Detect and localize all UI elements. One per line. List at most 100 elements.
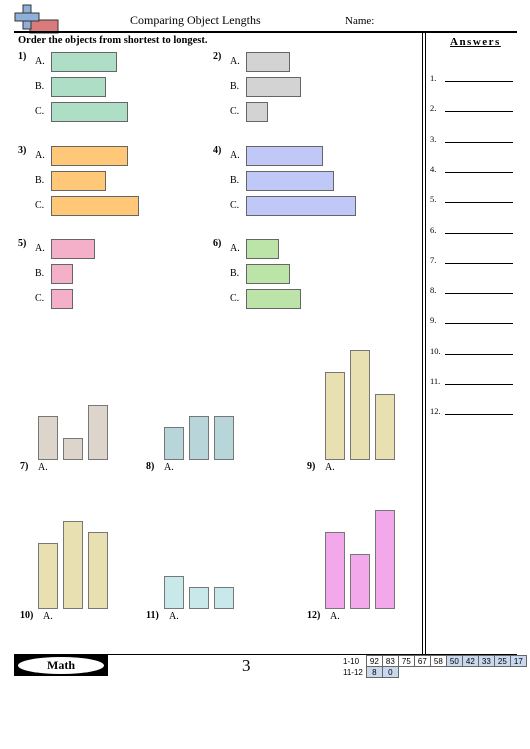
answer-number: 12.	[430, 406, 441, 417]
problem-number: 4)	[213, 145, 222, 156]
length-bar	[51, 77, 106, 97]
length-bar	[51, 196, 139, 216]
option-label: A.	[43, 611, 53, 622]
score-cell: 42	[461, 655, 479, 667]
option-label: C.	[230, 106, 240, 117]
length-bar	[214, 416, 234, 460]
option-label: A.	[230, 243, 240, 254]
problem-number: 3)	[18, 145, 27, 156]
score-cell: 25	[493, 655, 511, 667]
option-label: A.	[230, 150, 240, 161]
option-label: C.	[230, 200, 240, 211]
score-row: 11-12 8 0	[341, 666, 526, 678]
answer-number: 7.	[430, 254, 437, 265]
length-bar	[51, 239, 95, 259]
problem-number: 9)	[307, 461, 316, 472]
footer-divider	[14, 654, 517, 655]
option-label: C.	[230, 293, 240, 304]
answer-line	[445, 323, 513, 325]
subject-label: Math	[18, 657, 104, 674]
score-cell: 83	[381, 655, 399, 667]
option-label: A.	[35, 56, 45, 67]
math-logo	[14, 4, 59, 34]
length-bar	[51, 289, 73, 309]
answer-number: 2.	[430, 103, 437, 114]
answer-line	[445, 141, 513, 143]
answer-number: 11.	[430, 376, 441, 386]
score-row: 1-10 92 83 75 67 58 50 42 33 25 17	[341, 655, 527, 667]
answer-number: 6.	[430, 224, 437, 235]
length-bar	[375, 510, 395, 609]
option-label: B.	[230, 81, 240, 92]
name-label: Name:	[345, 15, 375, 27]
score-cell: 67	[413, 655, 431, 667]
score-cell: 75	[397, 655, 415, 667]
score-cell: 92	[365, 655, 383, 667]
option-label: B.	[35, 81, 45, 92]
answer-number: 1.	[430, 73, 437, 83]
score-cell: 58	[429, 655, 447, 667]
option-label: A.	[38, 462, 48, 473]
length-bar	[350, 350, 370, 460]
answer-column-border	[422, 33, 423, 655]
length-bar	[88, 532, 108, 609]
length-bar	[189, 416, 209, 460]
length-bar	[38, 416, 58, 460]
length-bar	[51, 264, 73, 284]
option-label: A.	[230, 56, 240, 67]
length-bar	[88, 405, 108, 460]
answer-line	[445, 384, 513, 385]
worksheet-title: Comparing Object Lengths	[130, 13, 261, 27]
problem-number: 6)	[213, 238, 222, 249]
length-bar	[189, 587, 209, 609]
length-bar	[246, 239, 279, 259]
option-label: C.	[35, 200, 45, 211]
length-bar	[214, 587, 234, 609]
length-bar	[246, 52, 290, 72]
option-label: A.	[164, 462, 174, 473]
option-label: B.	[230, 175, 240, 186]
answer-column-border-inner	[425, 33, 426, 655]
problem-number: 2)	[213, 51, 222, 62]
length-bar	[325, 532, 345, 609]
score-row-label: 11-12	[343, 667, 363, 677]
length-bar	[51, 52, 117, 72]
length-bar	[51, 102, 128, 122]
problem-number: 11)	[146, 610, 159, 621]
answer-line	[445, 414, 513, 416]
problem-number: 1)	[18, 51, 27, 62]
problem-number: 7)	[20, 461, 29, 472]
length-bar	[246, 102, 268, 122]
answer-line	[445, 232, 513, 234]
score-row-label: 1-10	[343, 656, 360, 666]
length-bar	[246, 264, 290, 284]
page-number: 3	[242, 656, 251, 675]
option-label: B.	[230, 268, 240, 279]
score-cell: 50	[445, 655, 463, 667]
option-label: A.	[35, 243, 45, 254]
option-label: A.	[169, 611, 179, 622]
problem-number: 5)	[18, 238, 27, 249]
length-bar	[63, 521, 83, 609]
instructions: Order the objects from shortest to longe…	[18, 35, 208, 46]
length-bar	[246, 171, 334, 191]
answer-number: 10.	[430, 345, 441, 356]
answer-line	[445, 171, 513, 173]
length-bar	[63, 438, 83, 460]
answer-number: 8.	[430, 285, 437, 296]
answer-line	[445, 353, 513, 355]
length-bar	[164, 427, 184, 460]
header-divider	[14, 31, 517, 33]
score-table: 1-10 92 83 75 67 58 50 42 33 25 17 11-12 8 0	[341, 655, 527, 678]
length-bar	[246, 77, 301, 97]
answers-heading: Answers	[450, 36, 501, 48]
problem-number: 12)	[307, 610, 321, 621]
length-bar	[246, 196, 356, 216]
length-bar	[246, 146, 323, 166]
answer-line	[445, 111, 513, 113]
answer-line	[445, 262, 513, 264]
length-bar	[350, 554, 370, 609]
length-bar	[51, 146, 128, 166]
option-label: C.	[35, 293, 45, 304]
option-label: B.	[35, 175, 45, 186]
